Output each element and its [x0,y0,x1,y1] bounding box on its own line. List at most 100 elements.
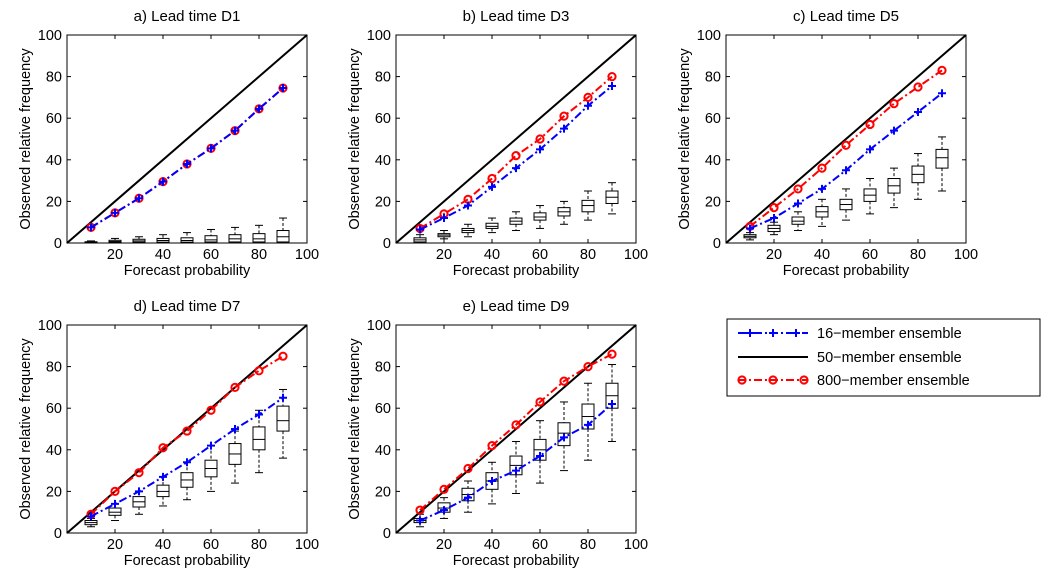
point-16-member [608,400,616,409]
legend-marker-plus [746,329,754,337]
y-tick-label: 0 [383,236,391,252]
point-16-member [279,84,287,93]
boxplot [581,190,595,221]
point-800-member [439,484,449,494]
legend: 16−member ensemble 50−member ensemble 800−… [726,318,1041,397]
point-16-member [440,214,448,223]
x-axis-label: Forecast probability [783,263,910,279]
point-16-member [560,433,568,442]
x-axis-label: Forecast probability [124,263,251,279]
panel-title: d) Lead time D7 [134,298,241,315]
x-tick-label: 80 [580,537,596,553]
point-800-member [583,92,593,103]
point-16-member [560,124,568,133]
series-line-50-member [395,34,637,244]
legend-marker-circle [768,375,778,385]
boxplot [557,200,571,225]
boxplot-box [276,230,290,243]
point-16-member [842,166,850,175]
point-800-member [769,203,779,213]
point-800-member [463,463,473,474]
boxplot-box [935,148,949,169]
x-tick-label: 20 [436,247,452,263]
y-tick-label: 20 [46,484,62,500]
x-tick-label: 60 [203,247,219,263]
boxplot-box [156,484,170,498]
boxplot [84,240,98,244]
legend-label: 16−member ensemble [817,326,962,342]
point-16-member [914,107,922,116]
series-line-50-member [66,34,308,244]
y-axis-label: Observed relative frequency [18,338,34,520]
series-line-800-member [749,69,943,228]
boxplot-box [252,426,266,451]
series-line-800-member [419,75,613,230]
boxplot [863,178,877,215]
point-16-member [608,81,616,90]
y-tick-label: 60 [375,401,391,417]
boxplot [767,221,781,236]
point-16-member [416,225,424,234]
y-tick-label: 80 [46,70,62,86]
y-axis-label: Observed relative frequency [347,338,363,520]
series-line-800-member [419,353,613,511]
boxplot [180,461,194,501]
boxplot [815,198,829,227]
y-tick-label: 60 [46,401,62,417]
x-tick-label: 100 [624,537,648,553]
x-tick-label: 60 [532,247,548,263]
point-800-member [487,173,497,184]
boxplot-box [533,212,547,221]
y-tick-label: 80 [705,70,721,86]
point-800-member [535,134,545,144]
point-16-member [536,452,544,461]
boxplot [605,364,619,442]
y-tick-label: 60 [375,111,391,127]
point-16-member [464,201,472,210]
chart-panel-3: 0 20 40 60 80 100 20 40 60 80 100 c) Lead time D5 Fo… [677,8,978,279]
point-16-member [938,89,946,98]
legend-label: 800−member ensemble [817,373,970,389]
x-tick-label: 60 [532,537,548,553]
x-axis-label: Forecast probability [124,553,251,569]
point-800-member [607,349,617,359]
x-axis-label: Forecast probability [453,553,580,569]
point-16-member [183,458,191,467]
point-800-member [487,441,497,451]
y-tick-label: 80 [375,70,391,86]
y-tick-label: 60 [46,111,62,127]
x-tick-label: 80 [251,247,267,263]
y-tick-label: 80 [375,360,391,376]
point-800-member [254,366,264,376]
point-16-member [111,208,119,217]
point-16-member [488,182,496,191]
point-16-member [416,516,424,525]
y-tick-label: 40 [375,153,391,169]
boxplot [791,211,805,232]
boxplot-box [791,216,805,225]
point-800-member [110,486,120,496]
x-tick-label: 100 [295,247,319,263]
point-16-member [488,477,496,485]
point-16-member [866,145,874,154]
point-16-member [159,177,167,186]
y-tick-label: 100 [367,318,391,334]
chart-panel-1: 0 20 40 60 80 100 20 40 60 80 100 a) Lead time D1 Fo… [18,8,319,279]
x-tick-label: 80 [910,247,926,263]
point-800-member [793,184,803,194]
point-800-member [415,505,425,515]
legend-marker-circle [799,375,809,385]
point-16-member [512,466,520,475]
point-16-member [890,126,898,135]
boxplot [533,205,547,229]
y-axis-label: Observed relative frequency [18,48,34,230]
boxplot-box [485,222,499,229]
point-16-member [231,425,239,433]
x-tick-label: 20 [436,537,452,553]
y-tick-label: 100 [38,318,62,334]
x-tick-label: 20 [107,537,123,553]
boxplot [605,182,619,215]
x-tick-label: 100 [624,247,648,263]
legend-label: 50−member ensemble [817,350,962,366]
